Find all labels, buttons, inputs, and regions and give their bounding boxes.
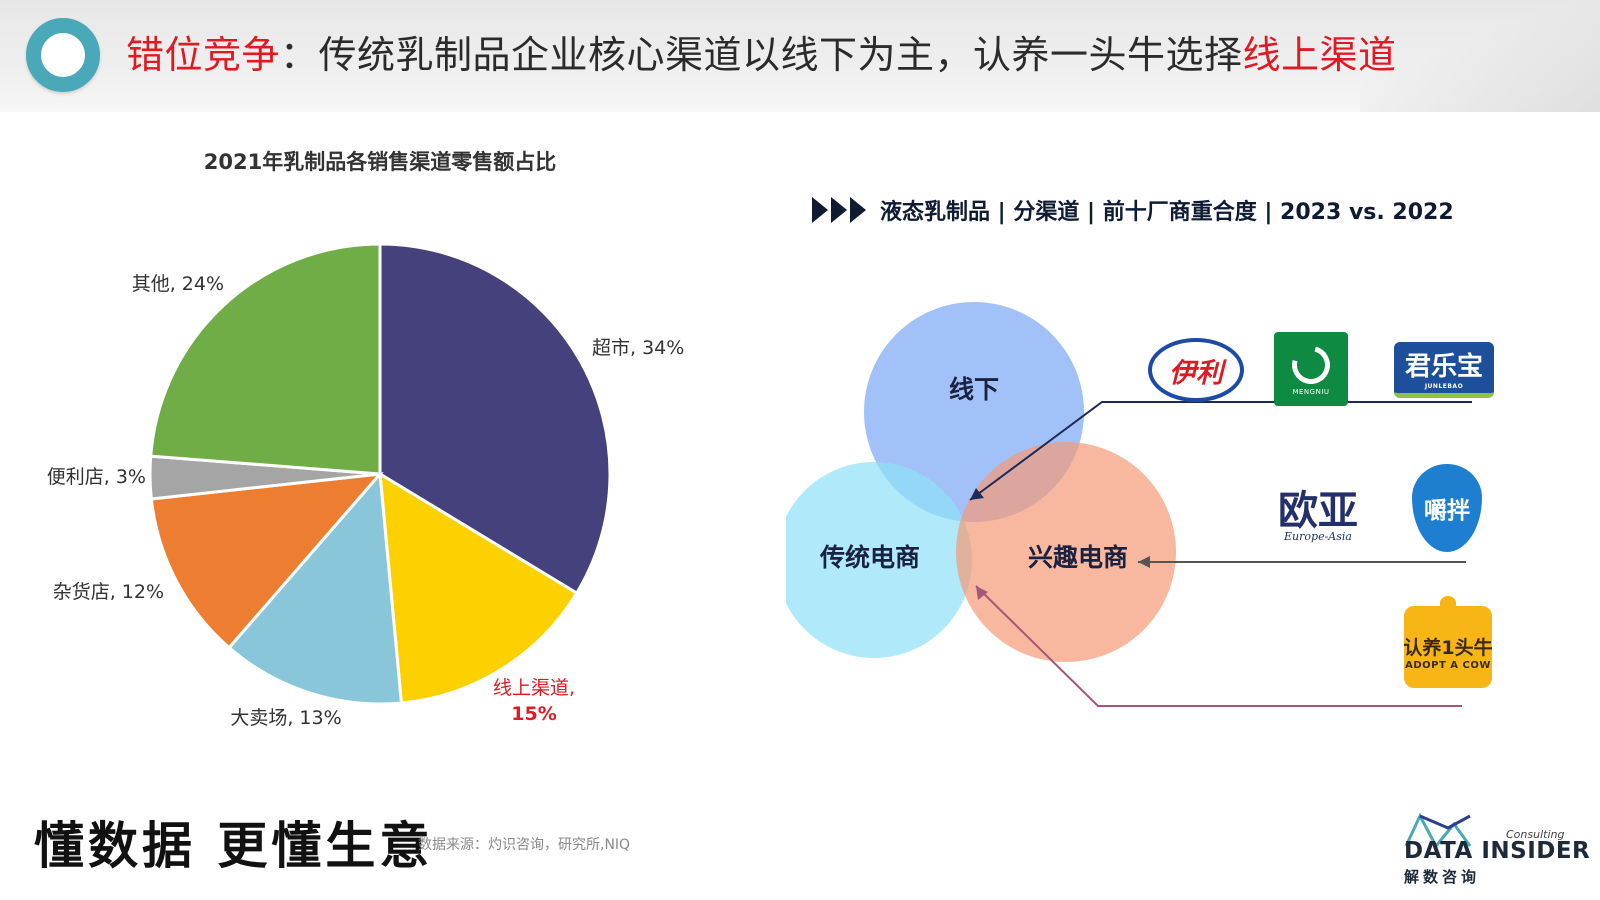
venn-title: 液态乳制品 | 分渠道 | 前十厂商重合度 | 2023 vs. 2022 xyxy=(880,200,1454,225)
venn-circle-3 xyxy=(956,442,1176,662)
slogan: 懂数据 更懂生意 xyxy=(34,816,434,875)
yili-logo-text: 伊利 xyxy=(1169,357,1223,389)
venn-label-1: 线下 xyxy=(949,375,999,404)
title-prefix: 错位竞争 xyxy=(126,33,281,77)
pie-label-2: 线上渠道, xyxy=(493,677,575,699)
ouya-logo: 欧亚 Europe-Asia xyxy=(1256,480,1380,543)
arrowhead-icon-3 xyxy=(976,586,988,600)
ouya-logo-text: 欧亚 xyxy=(1278,486,1358,534)
crescent-moon-icon xyxy=(1285,339,1337,391)
jiaoban-logo-text: 嚼拌 xyxy=(1424,498,1470,524)
data-source-note: 数据来源：灼识咨询，研究所,NIQ xyxy=(418,837,631,853)
header-bar xyxy=(0,0,1600,112)
junlebao-logo-text: 君乐宝 xyxy=(1404,351,1483,382)
connector-line-1 xyxy=(969,401,1472,501)
junlebao-logo-sub: JUNLEBAO xyxy=(1424,382,1464,390)
pie-slice-6 xyxy=(149,242,382,476)
pie-label-3: 大卖场, 13% xyxy=(230,707,341,729)
title-suffix: 线上渠道 xyxy=(1242,33,1397,77)
pie-label-2-value: 15% xyxy=(511,703,556,725)
mengniu-logo: MENGNIU xyxy=(1274,332,1348,406)
arrowhead-icon-1 xyxy=(970,488,984,500)
adopt-a-cow-logo: 认养1头牛 ADOPT A COW xyxy=(1403,596,1493,688)
pie-slice-1 xyxy=(378,242,612,596)
venn-header: 液态乳制品 | 分渠道 | 前十厂商重合度 | 2023 vs. 2022 xyxy=(812,192,1454,228)
adopt-logo-en: ADOPT A COW xyxy=(1405,660,1491,671)
adopt-logo-cn: 认养1头牛 xyxy=(1403,637,1493,659)
consulting-label: Consulting xyxy=(1506,828,1565,841)
venn-label-3: 兴趣电商 xyxy=(1028,543,1128,572)
pie-label-1: 超市, 34% xyxy=(592,337,684,359)
page-title: 错位竞争：传统乳制品企业核心渠道以线下为主，认养一头牛选择线上渠道 xyxy=(126,30,1397,80)
jiaoban-logo: 嚼拌 xyxy=(1412,464,1482,552)
junlebao-logo: 君乐宝 JUNLEBAO xyxy=(1394,342,1494,398)
logo-tab-shape xyxy=(1440,596,1456,610)
venn-circles xyxy=(786,302,1176,662)
pie-label-5: 便利店, 3% xyxy=(47,466,146,488)
arrowhead-icon-2 xyxy=(1138,556,1150,568)
triple-arrow-icon xyxy=(812,197,866,223)
pie-label-6: 其他, 24% xyxy=(132,273,224,295)
header-shade xyxy=(1360,0,1600,112)
pie-chart-title: 2021年乳制品各销售渠道零售额占比 xyxy=(203,150,557,174)
mengniu-logo-text: MENGNIU xyxy=(1292,388,1330,396)
data-insider-logo-icon xyxy=(1404,812,1472,849)
venn-label-2: 传统电商 xyxy=(819,543,920,572)
company-name-cn: 解数咨询 xyxy=(1404,868,1481,886)
pie-slice-4 xyxy=(149,472,384,650)
title-middle: ：传统乳制品企业核心渠道以线下为主，认养一头牛选择 xyxy=(280,33,1243,77)
yili-logo: 伊利 xyxy=(1148,338,1244,402)
pie-chart: 超市, 34% 线上渠道, 15% 大卖场, 13% 杂货店, 12% 便利店, 3% 其他… xyxy=(47,242,684,729)
venn-circle-2 xyxy=(786,462,972,658)
pie-slice-3 xyxy=(227,470,404,706)
pie-label-4: 杂货店, 12% xyxy=(53,581,164,603)
pie-slice-2 xyxy=(378,471,579,705)
ring-logo-icon xyxy=(26,18,100,92)
ouya-logo-sub: Europe-Asia xyxy=(1284,529,1352,543)
connector-line-3 xyxy=(975,585,1462,707)
company-name-en: DATA INSIDER xyxy=(1404,838,1591,864)
